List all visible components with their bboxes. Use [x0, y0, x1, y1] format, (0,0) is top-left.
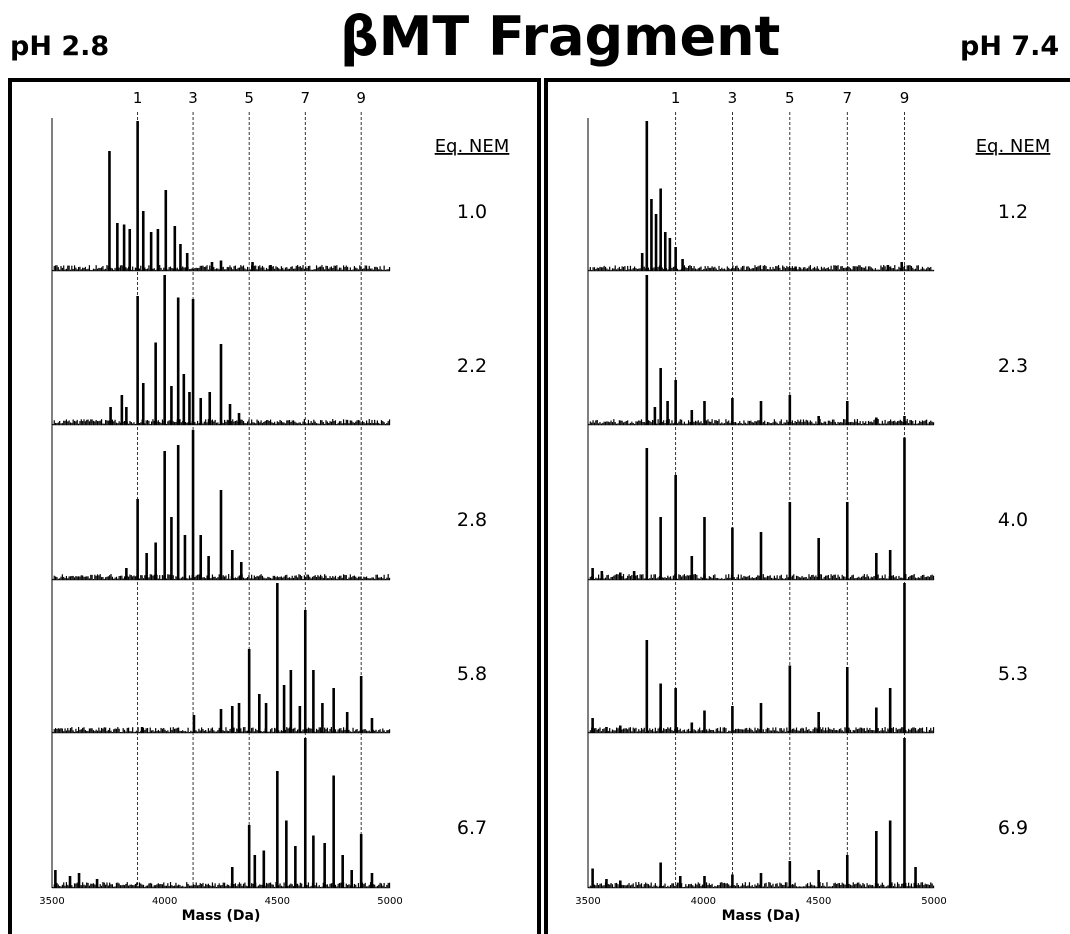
x-tick-label: 4000	[152, 896, 177, 907]
ph-left-label: pH 2.8	[10, 31, 110, 62]
eq-nem-header: Eq. NEM	[435, 136, 510, 157]
figure-title: βMT Fragment	[340, 5, 781, 68]
ref-line-label: 5	[244, 89, 254, 107]
ref-line-label: 1	[671, 89, 681, 107]
x-tick-label: 4000	[691, 896, 716, 907]
eq-nem-value: 4.0	[998, 509, 1028, 531]
trace-6.9	[588, 738, 935, 889]
eq-nem-value: 2.8	[457, 509, 487, 531]
trace-1.2	[588, 121, 935, 272]
eq-nem-value: 2.2	[457, 355, 487, 377]
eq-nem-value: 5.8	[457, 663, 487, 685]
x-tick-label: 4500	[265, 896, 290, 907]
eq-nem-header: Eq. NEM	[976, 136, 1051, 157]
panel-ph-2-8	[8, 78, 541, 934]
panel-ph-7-4	[544, 78, 1070, 934]
x-axis-label: Mass (Da)	[182, 908, 261, 924]
eq-nem-value: 2.3	[998, 355, 1028, 377]
ref-line-label: 7	[301, 89, 311, 107]
x-tick-label: 4500	[806, 896, 831, 907]
eq-nem-value: 6.9	[998, 817, 1028, 839]
ref-line-label: 3	[728, 89, 738, 107]
trace-4.0	[588, 437, 935, 581]
x-axis-label: Mass (Da)	[722, 908, 801, 924]
trace-2.3	[588, 275, 935, 426]
ref-line-label: 3	[188, 89, 198, 107]
chart-ph-2-8: 1 3 5 7 9 1.0 2.2 2.8 5.8 6.7 Eq. NEM 3500 4000 4500 5…	[39, 89, 509, 924]
trace-2.2	[52, 275, 391, 426]
eq-nem-value: 5.3	[998, 663, 1028, 685]
ref-line-label: 1	[133, 89, 143, 107]
trace-5.8	[52, 583, 391, 734]
trace-6.7	[52, 738, 391, 889]
eq-nem-value: 6.7	[457, 817, 487, 839]
ph-right-label: pH 7.4	[960, 31, 1060, 62]
x-tick-label: 3500	[39, 896, 64, 907]
x-tick-label: 5000	[377, 896, 402, 907]
ref-line-label: 9	[356, 89, 366, 107]
ref-line-label: 7	[842, 89, 852, 107]
eq-nem-value: 1.0	[457, 201, 487, 223]
trace-5.3	[588, 583, 935, 734]
ref-line-label: 5	[785, 89, 795, 107]
x-tick-label: 5000	[921, 896, 946, 907]
ref-line-label: 9	[900, 89, 910, 107]
x-tick-label: 3500	[575, 896, 600, 907]
trace-2.8	[52, 430, 391, 581]
eq-nem-value: 1.2	[998, 201, 1028, 223]
trace-1.0	[52, 121, 391, 272]
chart-ph-7-4: 1 3 5 7 9 1.2 2.3 4.0 5.3 6.9 Eq. NEM 3500 4000 4500 5…	[575, 89, 1050, 924]
